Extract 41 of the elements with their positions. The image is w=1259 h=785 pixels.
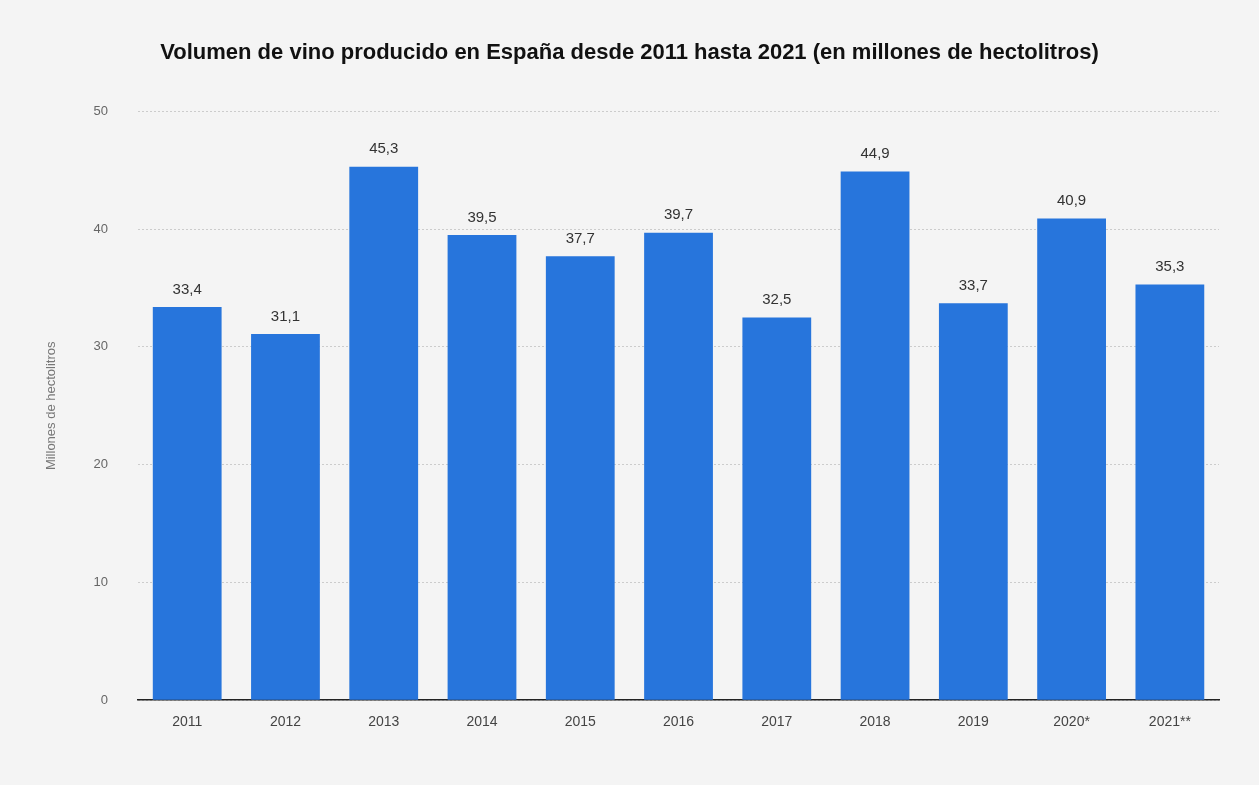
data-label: 33,7: [958, 275, 988, 293]
x-tick-label: 2011: [172, 713, 203, 730]
x-tick-label: 2014: [466, 713, 498, 730]
data-label: 44,9: [860, 144, 890, 162]
bar: [349, 166, 419, 700]
y-axis-title: Millones de hectolitros: [43, 341, 59, 471]
bar: [251, 333, 320, 700]
data-label: 45,3: [369, 139, 399, 157]
data-label: 32,5: [762, 290, 792, 308]
data-label: 37,7: [565, 228, 595, 246]
x-tick-label: 2013: [368, 713, 400, 730]
data-label: 35,3: [1155, 257, 1185, 275]
bar: [1037, 218, 1106, 700]
bar: [742, 317, 812, 700]
x-tick-label: 2016: [662, 713, 695, 730]
bar: [1135, 284, 1205, 700]
data-label: 40,9: [1057, 191, 1087, 209]
x-tick-label: 2019: [957, 713, 990, 730]
x-tick-label: 2017: [761, 713, 793, 730]
bar: [644, 232, 713, 700]
x-tick-label: 2012: [269, 713, 302, 730]
bar: [447, 235, 517, 700]
y-tick-label: 20: [93, 456, 109, 472]
data-label: 39,7: [663, 205, 694, 223]
x-tick-label: 2021**: [1148, 713, 1192, 730]
x-tick-label: 2020*: [1053, 713, 1091, 730]
x-tick-label: 2015: [564, 713, 597, 730]
bar: [545, 256, 615, 700]
y-tick-label: 0: [100, 691, 109, 707]
bar: [840, 171, 910, 700]
data-label: 39,5: [467, 207, 497, 225]
data-label: 31,1: [270, 306, 301, 324]
chart-title: Volumen de vino producido en España desde 2011 hasta 2021 (en millones de hectolitros): [160, 39, 1099, 65]
y-tick-label: 40: [93, 220, 109, 236]
x-tick-label: 2018: [859, 713, 891, 730]
bar: [938, 303, 1008, 700]
data-label: 33,4: [172, 279, 202, 297]
y-tick-label: 10: [93, 574, 109, 590]
y-tick-label: 50: [93, 102, 109, 118]
bar: [152, 306, 222, 700]
y-tick-label: 30: [93, 338, 109, 354]
